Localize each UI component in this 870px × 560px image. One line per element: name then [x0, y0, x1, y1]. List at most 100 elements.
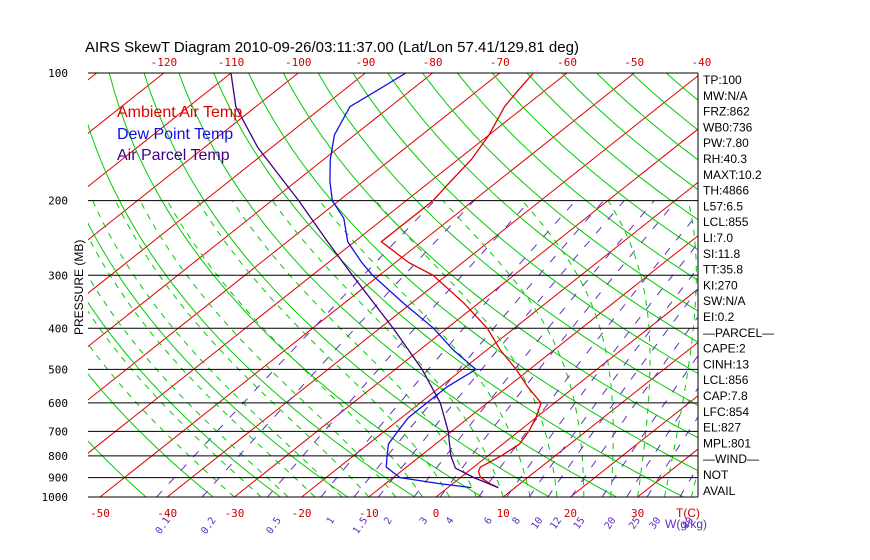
- ambient-temp-line: [380, 73, 542, 489]
- moist-adiabat-line: [88, 343, 235, 497]
- mixing-ratio-line: [439, 200, 677, 497]
- moist-adiabat-line: [139, 200, 397, 497]
- index-label: EL:827: [703, 421, 741, 435]
- mixing-ratio-tick-label: 8: [511, 515, 523, 526]
- isotherm-line: [88, 73, 433, 348]
- dry-adiabat-line: [771, 73, 870, 497]
- index-label: MAXT:10.2: [703, 168, 762, 182]
- pressure-tick-label: 800: [48, 450, 68, 463]
- bottom-temp-tick-label: 0: [433, 507, 440, 520]
- dry-adiabat-line: [665, 73, 698, 101]
- dry-adiabat-line: [491, 73, 698, 251]
- mixing-ratio-tick-label: 6: [482, 515, 494, 526]
- mixing-ratio-tick-label: 10: [530, 515, 546, 531]
- isotherm-line: [88, 73, 568, 454]
- isotherm-line: [839, 73, 870, 497]
- mixing-ratio-line: [377, 200, 625, 497]
- chart-title: AIRS SkewT Diagram 2010-09-26/03:11:37.0…: [85, 39, 579, 56]
- index-label: MPL:801: [703, 436, 751, 450]
- top-temp-tick-label: -120: [151, 56, 178, 69]
- index-label: KI:270: [703, 278, 738, 292]
- moist-adiabat-line: [88, 275, 289, 497]
- dry-adiabat-line: [88, 222, 348, 497]
- moist-adiabat-line: [607, 200, 651, 497]
- moist-adiabats: [88, 200, 698, 497]
- dry-adiabat-line: [143, 73, 550, 497]
- index-label: CINH:13: [703, 357, 749, 371]
- isotherm-line: [88, 73, 366, 294]
- mixing-ratio-tick-label: 12: [548, 515, 564, 531]
- mixing-ratio-line: [201, 200, 475, 497]
- index-label: MW:N/A: [703, 89, 747, 103]
- index-label: TP:100: [703, 73, 742, 87]
- top-temp-tick-label: -40: [692, 56, 712, 69]
- mixing-ratio-tick-label: 30: [648, 515, 664, 531]
- isotherm-line: [435, 288, 698, 497]
- index-label: —PARCEL—: [703, 326, 774, 340]
- mixing-ratio-line: [267, 200, 531, 497]
- index-label: WB0:736: [703, 120, 753, 134]
- parcel-temp-line: [230, 73, 499, 489]
- top-temp-tick-label: -110: [218, 56, 245, 69]
- mixing-ratio-tick-label: 3: [418, 515, 430, 526]
- isotherm-line: [637, 448, 698, 497]
- pressure-tick-label: 1000: [42, 491, 69, 504]
- isotherm-line: [88, 73, 501, 401]
- mixing-ratio-tick-label: 2: [382, 515, 394, 526]
- mixing-ratio-tick-label: 4: [444, 515, 456, 526]
- legend-parcel: Air Parcel Temp: [117, 147, 230, 164]
- x-axis-label: T(C): [676, 506, 700, 520]
- dry-adiabat-line: [88, 373, 214, 497]
- moist-adiabat-line: [442, 200, 585, 497]
- moist-adiabat-line: [92, 200, 343, 497]
- bottom-temp-tick-label: -30: [224, 507, 244, 520]
- index-label: AVAIL: [703, 484, 736, 498]
- moist-adiabat-line: [664, 200, 697, 497]
- dry-adiabat-line: [178, 73, 617, 497]
- dry-adiabat-line: [88, 440, 147, 497]
- index-label: CAP:7.8: [703, 389, 748, 403]
- bottom-temp-tick-label: -20: [292, 507, 312, 520]
- index-label: SI:11.8: [703, 247, 740, 261]
- isotherm-line: [234, 128, 698, 497]
- isobars: [88, 72, 699, 498]
- index-label: NOT: [703, 468, 729, 482]
- dry-adiabat-line: [840, 73, 870, 497]
- dry-adiabat-line: [213, 73, 684, 497]
- top-temp-tick-label: -100: [285, 56, 312, 69]
- moist-adiabat-line: [375, 200, 558, 497]
- pressure-tick-label: 300: [48, 269, 68, 282]
- bottom-temp-tick-label: -50: [90, 507, 110, 520]
- pressure-tick-label: 900: [48, 472, 68, 485]
- pressure-tick-label: 100: [48, 67, 68, 80]
- index-label: FRZ:862: [703, 105, 750, 119]
- isotherm-line: [0, 73, 29, 497]
- legend-dewpoint: Dew Point Temp: [117, 126, 233, 143]
- mixing-ratio-tick-label: 0.5: [265, 515, 284, 536]
- dry-adiabat-line: [248, 73, 698, 472]
- dry-adiabat-line: [282, 73, 698, 439]
- pressure-tick-label: 500: [48, 363, 68, 376]
- mixing-ratio-line: [413, 200, 655, 497]
- bottom-temp-tick-label: 20: [564, 507, 577, 520]
- top-temp-tick-label: -80: [423, 56, 443, 69]
- sounding-series: [230, 73, 542, 489]
- isotherm-line: [301, 181, 698, 497]
- mixing-ratio-tick-label: 1: [325, 515, 337, 526]
- moist-adiabat-line: [88, 235, 316, 497]
- mixing-ratio-line: [478, 212, 698, 497]
- moist-adiabat-line: [197, 200, 450, 497]
- dry-adiabat-line: [108, 73, 483, 497]
- mixing-ratio-axis-label: W(g/kg): [665, 517, 707, 531]
- isotherm-line: [570, 395, 698, 497]
- dry-adiabat-line: [805, 73, 870, 497]
- index-label: LFC:854: [703, 405, 749, 419]
- mixing-ratio-tick-label: 0.2: [199, 515, 218, 536]
- mixing-ratio-line: [506, 242, 698, 497]
- pressure-tick-label: 700: [48, 425, 68, 438]
- bottom-temp-tick-label: 30: [631, 507, 644, 520]
- pressure-tick-label: 200: [48, 195, 68, 208]
- bottom-temp-tick-label: -10: [359, 507, 379, 520]
